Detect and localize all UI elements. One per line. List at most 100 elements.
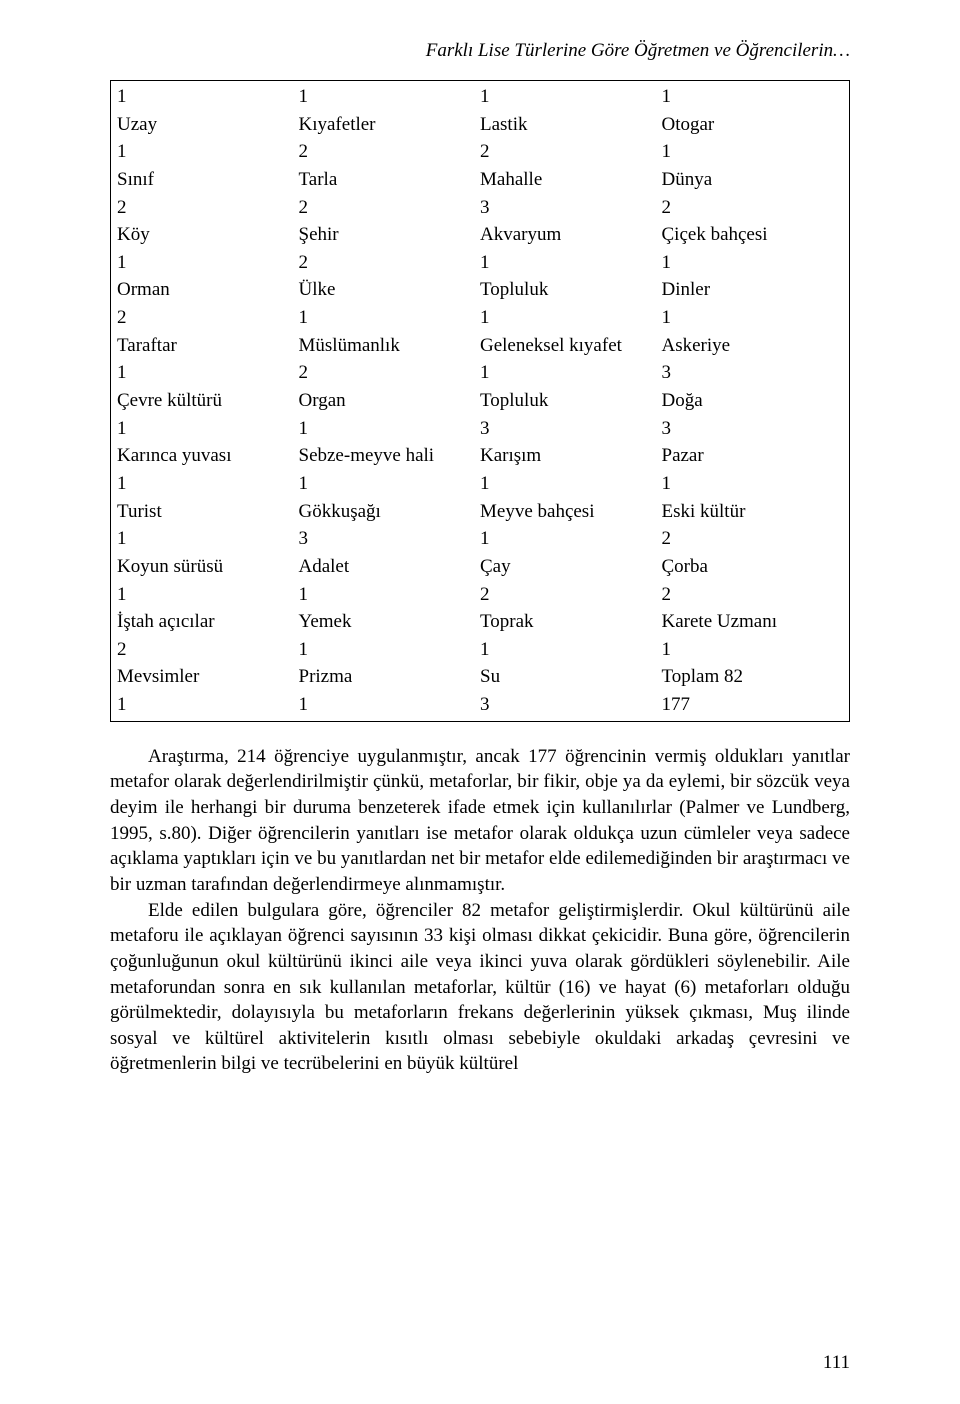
table-cell: 3 [480, 415, 662, 443]
table-cell: 1 [662, 83, 844, 111]
table-cell: 177 [662, 691, 844, 719]
table-cell: 1 [117, 691, 299, 719]
table-row: İştah açıcılarYemekToprakKarete Uzmanı [117, 608, 843, 636]
table-cell: Karınca yuvası [117, 442, 299, 470]
table-cell: 1 [480, 470, 662, 498]
table-cell: 3 [480, 194, 662, 222]
table-row: 2232 [117, 194, 843, 222]
table-cell: Su [480, 663, 662, 691]
table-cell: Askeriye [662, 332, 844, 360]
table-row: 1312 [117, 525, 843, 553]
table-row: 1122 [117, 581, 843, 609]
table-row: TuristGökkuşağıMeyve bahçesiEski kültür [117, 498, 843, 526]
table-cell: Çay [480, 553, 662, 581]
page-number: 111 [823, 1352, 850, 1374]
table-cell: Çiçek bahçesi [662, 221, 844, 249]
table-cell: Akvaryum [480, 221, 662, 249]
table-row: 113177 [117, 691, 843, 719]
table-cell: Sınıf [117, 166, 299, 194]
table-cell: Eski kültür [662, 498, 844, 526]
table-cell: Mevsimler [117, 663, 299, 691]
table-cell: 3 [299, 525, 481, 553]
table-cell: 1 [299, 83, 481, 111]
table-cell: 1 [662, 636, 844, 664]
data-table-container: 1111UzayKıyafetlerLastikOtogar1221SınıfT… [110, 80, 850, 722]
table-cell: Toprak [480, 608, 662, 636]
table-cell: 1 [299, 581, 481, 609]
table-cell: Organ [299, 387, 481, 415]
table-row: Koyun sürüsüAdaletÇayÇorba [117, 553, 843, 581]
table-cell: 1 [480, 359, 662, 387]
table-cell: 1 [662, 249, 844, 277]
table-cell: Topluluk [480, 276, 662, 304]
table-cell: Karışım [480, 442, 662, 470]
table-row: 1111 [117, 470, 843, 498]
table-cell: Ülke [299, 276, 481, 304]
table-cell: 1 [299, 636, 481, 664]
table-cell: 2 [117, 194, 299, 222]
table-cell: 1 [117, 581, 299, 609]
table-cell: Meyve bahçesi [480, 498, 662, 526]
table-row: 1221 [117, 138, 843, 166]
table-row: UzayKıyafetlerLastikOtogar [117, 111, 843, 139]
table-cell: 2 [662, 581, 844, 609]
table-cell: 1 [662, 304, 844, 332]
table-cell: Mahalle [480, 166, 662, 194]
table-row: Çevre kültürüOrganToplulukDoğa [117, 387, 843, 415]
table-row: TaraftarMüslümanlıkGeleneksel kıyafetAsk… [117, 332, 843, 360]
table-cell: Sebze-meyve hali [299, 442, 481, 470]
table-cell: Yemek [299, 608, 481, 636]
table-cell: 2 [117, 636, 299, 664]
data-table: 1111UzayKıyafetlerLastikOtogar1221SınıfT… [117, 83, 843, 719]
table-cell: Prizma [299, 663, 481, 691]
table-row: MevsimlerPrizmaSuToplam 82 [117, 663, 843, 691]
table-cell: Doğa [662, 387, 844, 415]
table-cell: Toplam 82 [662, 663, 844, 691]
table-cell: Uzay [117, 111, 299, 139]
table-row: 2111 [117, 304, 843, 332]
table-cell: 1 [299, 304, 481, 332]
table-row: 1111 [117, 83, 843, 111]
table-cell: Tarla [299, 166, 481, 194]
table-cell: Orman [117, 276, 299, 304]
table-row: 2111 [117, 636, 843, 664]
table-cell: Çorba [662, 553, 844, 581]
table-cell: 1 [480, 304, 662, 332]
table-row: 1213 [117, 359, 843, 387]
table-cell: Pazar [662, 442, 844, 470]
table-cell: 1 [117, 470, 299, 498]
paragraph-2: Elde edilen bulgulara göre, öğrenciler 8… [110, 898, 850, 1077]
table-cell: 1 [299, 691, 481, 719]
table-cell: Adalet [299, 553, 481, 581]
table-cell: Dinler [662, 276, 844, 304]
table-cell: 1 [117, 249, 299, 277]
table-cell: 1 [299, 415, 481, 443]
table-row: SınıfTarlaMahalleDünya [117, 166, 843, 194]
table-cell: Köy [117, 221, 299, 249]
table-cell: 1 [117, 138, 299, 166]
table-cell: 1 [480, 249, 662, 277]
table-cell: 1 [117, 415, 299, 443]
table-cell: 2 [117, 304, 299, 332]
table-cell: 2 [480, 138, 662, 166]
table-cell: Çevre kültürü [117, 387, 299, 415]
table-cell: 3 [480, 691, 662, 719]
table-cell: Karete Uzmanı [662, 608, 844, 636]
table-cell: 1 [480, 83, 662, 111]
table-cell: İştah açıcılar [117, 608, 299, 636]
table-row: KöyŞehirAkvaryumÇiçek bahçesi [117, 221, 843, 249]
table-cell: Kıyafetler [299, 111, 481, 139]
table-cell: 3 [662, 415, 844, 443]
table-row: OrmanÜlkeToplulukDinler [117, 276, 843, 304]
table-cell: Lastik [480, 111, 662, 139]
table-row: 1133 [117, 415, 843, 443]
paragraph-1: Araştırma, 214 öğrenciye uygulanmıştır, … [110, 744, 850, 898]
table-cell: Geleneksel kıyafet [480, 332, 662, 360]
table-cell: 2 [299, 138, 481, 166]
table-cell: Gökkuşağı [299, 498, 481, 526]
table-cell: 2 [299, 194, 481, 222]
table-cell: 1 [117, 359, 299, 387]
table-cell: 1 [480, 525, 662, 553]
table-cell: Topluluk [480, 387, 662, 415]
table-cell: Dünya [662, 166, 844, 194]
